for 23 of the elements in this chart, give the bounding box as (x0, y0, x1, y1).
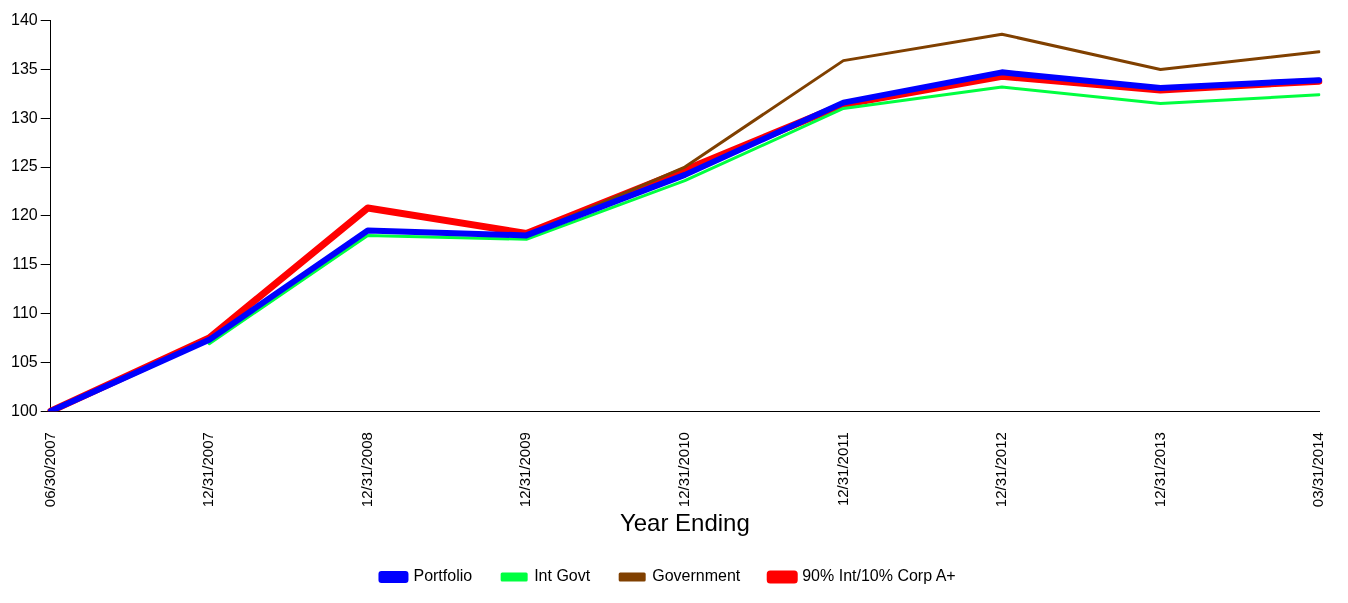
legend-label: Int Govt (534, 567, 591, 585)
x-tick-label: 12/31/2012 (992, 432, 1010, 508)
x-tick-label: 12/31/2008 (357, 432, 375, 508)
x-axis-title: Year Ending (619, 509, 750, 537)
y-tick-label: 130 (10, 108, 38, 126)
y-tick-label: 120 (10, 206, 38, 224)
legend-label: 90% Int/10% Corp A+ (802, 567, 956, 585)
x-tick-label: 12/31/2009 (516, 432, 534, 508)
y-tick-label: 125 (10, 157, 38, 175)
y-tick-label: 110 (12, 303, 38, 321)
legend-label: Portfolio (413, 567, 473, 585)
y-tick-label: 135 (10, 59, 38, 77)
x-tick-label: 03/31/2014 (1309, 432, 1327, 508)
x-tick-label: 12/31/2010 (674, 432, 692, 508)
x-tick-label: 06/30/2007 (40, 432, 58, 508)
x-tick-label: 12/31/2007 (199, 432, 217, 508)
x-tick-label: 12/31/2011 (833, 432, 851, 507)
legend-label: Government (652, 567, 741, 585)
y-tick-label: 100 (10, 401, 38, 419)
y-tick-label: 115 (12, 255, 38, 273)
x-tick-label: 12/31/2013 (1150, 432, 1168, 508)
y-tick-label: 105 (10, 352, 38, 370)
y-tick-label: 140 (10, 11, 38, 29)
